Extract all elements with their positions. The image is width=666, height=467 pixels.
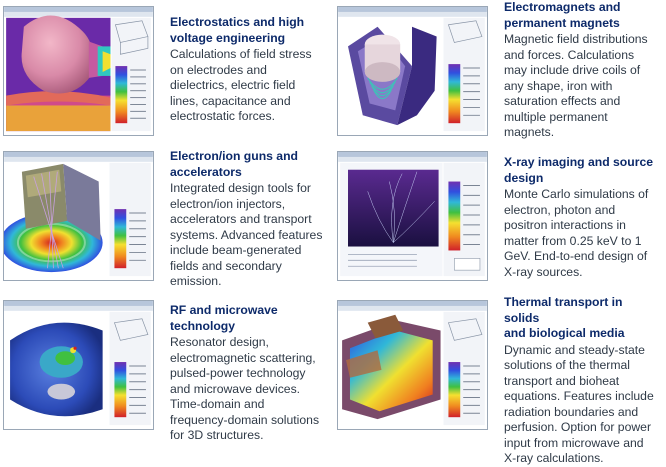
xray-screenshot[interactable]: [337, 151, 488, 281]
topic-title: X-ray imaging and source design: [504, 155, 653, 185]
topic-title: RF and microwave technology: [170, 303, 278, 333]
topic-description: Monte Carlo simulations of electron, pho…: [504, 187, 649, 279]
topic-description: Integrated design tools for electron/ion…: [170, 181, 323, 288]
rf-microwave-screenshot[interactable]: [3, 300, 154, 430]
topic-description: Calculations of field stress on electrod…: [170, 47, 312, 123]
electromagnets-image: [338, 7, 487, 132]
thermal-image: [338, 301, 487, 426]
electron-guns-image: [4, 152, 153, 277]
electron-guns-screenshot[interactable]: [3, 151, 154, 281]
thermal-screenshot[interactable]: [337, 300, 488, 430]
electrostatics-image: [4, 7, 153, 132]
topic-title: Thermal transport in solids and biologic…: [504, 295, 625, 340]
topic-description: Resonator design, electromagnetic scatte…: [170, 335, 320, 442]
electromagnets-screenshot[interactable]: [337, 6, 488, 136]
topic-title: Electromagnets and permanent magnets: [504, 0, 621, 30]
topic-description: Magnetic field distributions and forces.…: [504, 32, 648, 139]
electrostatics-screenshot[interactable]: [3, 6, 154, 136]
xray-image: [338, 152, 487, 277]
topic-title: Electron/ion guns and accelerators: [170, 149, 298, 179]
topic-title: Electrostatics and high voltage engineer…: [170, 15, 305, 45]
rf-microwave-image: [4, 301, 153, 426]
